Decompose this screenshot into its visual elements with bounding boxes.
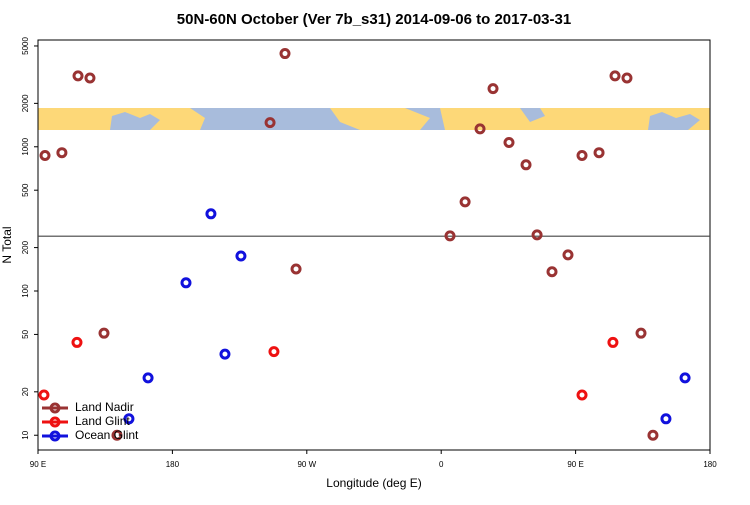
point [647, 429, 659, 441]
x-axis-label: Longitude (deg E) [326, 476, 421, 490]
point [562, 249, 574, 261]
x-tick-label: 180 [703, 460, 717, 469]
plot-frame [37, 39, 711, 451]
y-tick-label: 1000 [21, 137, 30, 155]
chart-title: 50N-60N October (Ver 7b_s31) 2014-09-06 … [177, 11, 571, 28]
point [268, 346, 280, 358]
point [39, 150, 51, 162]
y-tick-label: 100 [21, 284, 30, 298]
point [474, 123, 486, 135]
map-strip [38, 108, 710, 130]
y-tick-label: 50 [21, 329, 30, 338]
point [459, 196, 471, 208]
point [72, 70, 84, 82]
point [180, 277, 192, 289]
y-tick-label: 2000 [21, 94, 30, 112]
map-ocean [405, 108, 445, 130]
y-tick-label: 500 [21, 183, 30, 197]
point [635, 327, 647, 339]
point [593, 147, 605, 159]
x-tick-label: 90 E [567, 460, 583, 469]
point [621, 72, 633, 84]
point [264, 117, 276, 129]
y-tick-label: 10 [21, 430, 30, 439]
legend-marker [49, 402, 61, 414]
y-axis-label: N Total [0, 226, 14, 263]
point [71, 336, 83, 348]
map-ocean [520, 108, 545, 122]
point [487, 83, 499, 95]
point [679, 372, 691, 384]
point [290, 263, 302, 275]
point [84, 72, 96, 84]
legend-label: Land Glint [75, 414, 130, 428]
x-tick-label: 90 W [297, 460, 316, 469]
point [219, 348, 231, 360]
point [56, 147, 68, 159]
map-ocean [648, 112, 700, 130]
point [607, 336, 619, 348]
point [38, 389, 50, 401]
x-tick-label: 180 [166, 460, 180, 469]
y-tick-label: 200 [21, 240, 30, 254]
y-tick-label: 20 [21, 387, 30, 396]
point [123, 413, 135, 425]
point [111, 429, 123, 441]
point [576, 150, 588, 162]
point [660, 413, 672, 425]
legend-label: Ocean Glint [75, 428, 139, 442]
point [235, 250, 247, 262]
x-tick-label: 90 E [30, 460, 46, 469]
y-tick-label: 5000 [21, 37, 30, 55]
map-ocean [110, 112, 160, 130]
point [609, 70, 621, 82]
point [576, 389, 588, 401]
x-tick-label: 0 [439, 460, 444, 469]
point [520, 159, 532, 171]
legend-label: Land Nadir [75, 400, 134, 414]
legend-marker [49, 416, 61, 428]
point [142, 372, 154, 384]
legend-marker [49, 430, 61, 442]
map-ocean [190, 108, 360, 130]
point [503, 137, 515, 149]
point [444, 230, 456, 242]
point [205, 208, 217, 220]
point [531, 229, 543, 241]
point [279, 48, 291, 60]
point [546, 266, 558, 278]
point [98, 327, 110, 339]
